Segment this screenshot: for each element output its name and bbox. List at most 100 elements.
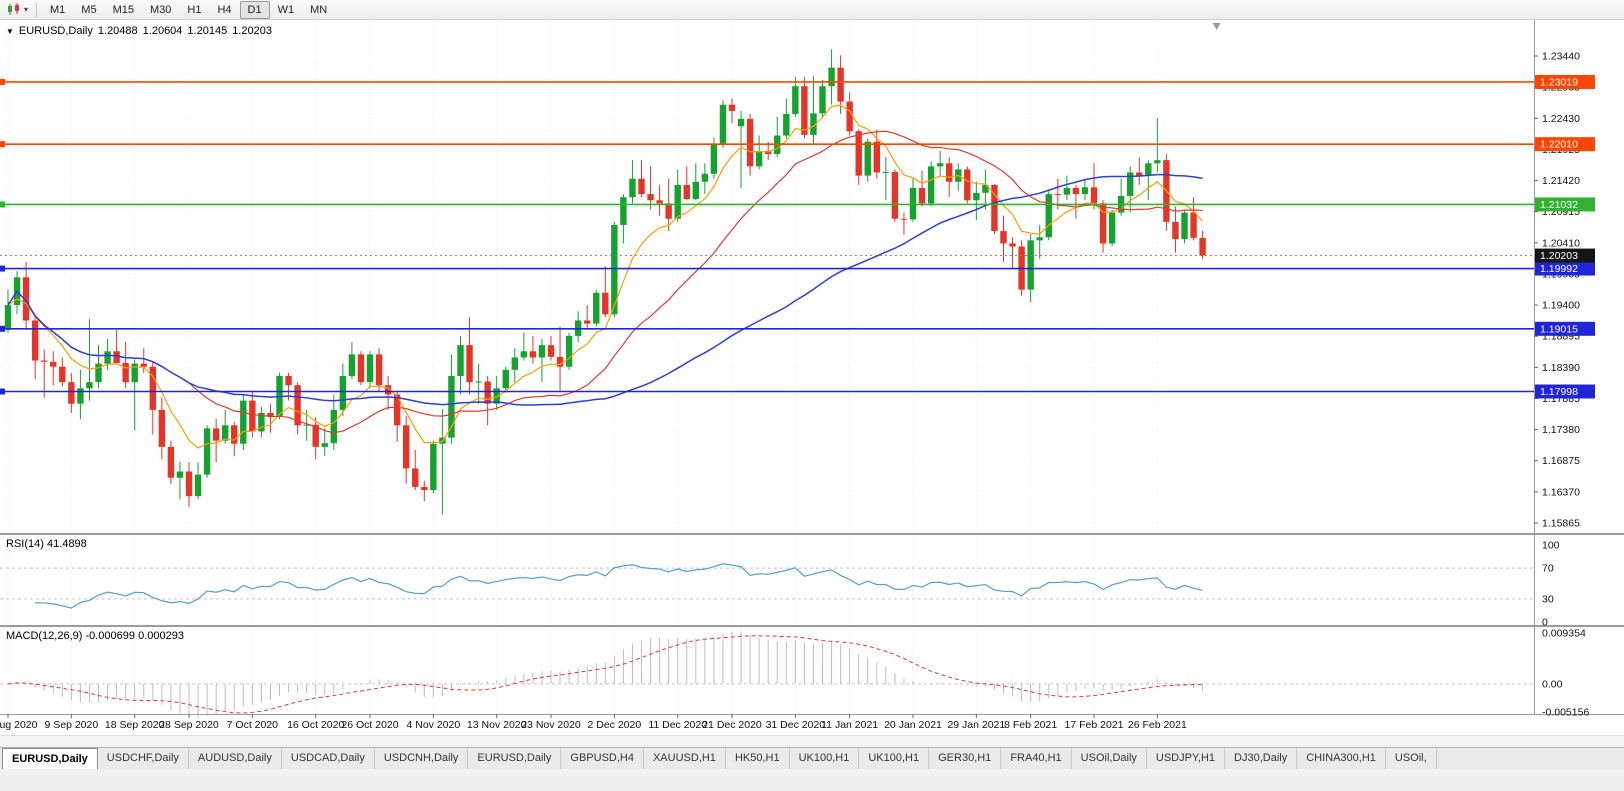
candle bbox=[68, 382, 75, 404]
chart-tab-usoil-daily[interactable]: USOil,Daily bbox=[1072, 748, 1147, 769]
ma-line-55 bbox=[7, 173, 1203, 406]
candle bbox=[95, 363, 102, 383]
candle bbox=[547, 345, 555, 357]
candle bbox=[692, 181, 699, 200]
candle bbox=[611, 224, 618, 315]
chart-tab-china300-h1[interactable]: CHINA300,H1 bbox=[1297, 748, 1386, 769]
candle bbox=[31, 320, 39, 361]
candle bbox=[556, 356, 564, 367]
macd-signal-line bbox=[7, 635, 1203, 714]
chart-tab-dj30-daily[interactable]: DJ30,Daily bbox=[1225, 748, 1298, 769]
candle bbox=[982, 184, 989, 193]
candle bbox=[909, 187, 917, 220]
timeframe-button-m1[interactable]: M1 bbox=[50, 3, 66, 16]
chart-tab-eurusd-daily[interactable]: EURUSD,Daily bbox=[468, 748, 562, 769]
chart-type-dropdown-icon[interactable]: ▾ bbox=[24, 5, 29, 14]
chart-tab-usdchf-daily[interactable]: USDCHF,Daily bbox=[98, 748, 189, 769]
candle bbox=[511, 357, 518, 370]
candle bbox=[1190, 212, 1197, 238]
candle bbox=[584, 320, 591, 324]
low-value: 1.20145 bbox=[187, 25, 228, 37]
chart-tab-bar: EURUSD,Daily USDCHF,Daily AUDUSD,Daily USDC… bbox=[0, 747, 1624, 769]
candle bbox=[837, 67, 844, 102]
candle bbox=[1009, 243, 1016, 247]
chart-tab-usoil-[interactable]: USOil, bbox=[1386, 748, 1437, 769]
candle bbox=[1181, 212, 1188, 240]
chart-tab-audusd-daily[interactable]: AUDUSD,Daily bbox=[189, 748, 282, 769]
candle bbox=[1145, 163, 1152, 176]
svg-text:1.16370: 1.16370 bbox=[1542, 486, 1580, 498]
svg-text:0.00: 0.00 bbox=[1542, 678, 1563, 690]
timeframe-button-w1[interactable]: W1 bbox=[277, 3, 295, 16]
chart-type-icon[interactable] bbox=[4, 2, 24, 18]
high-value: 1.20604 bbox=[142, 25, 183, 37]
candle bbox=[629, 178, 636, 198]
candle bbox=[918, 187, 926, 204]
candle bbox=[1081, 187, 1089, 195]
candle bbox=[882, 171, 890, 173]
chart-tab-usdcnh-daily[interactable]: USDCNH,Daily bbox=[375, 748, 469, 769]
price-level-badge: 1.19992 bbox=[1540, 263, 1578, 275]
chart-tab-usdjpy-h1[interactable]: USDJPY,H1 bbox=[1147, 748, 1226, 769]
svg-text:1.18390: 1.18390 bbox=[1542, 362, 1580, 374]
price-scale[interactable]: 1.234401.229351.224301.219251.214201.209… bbox=[1534, 20, 1589, 719]
right-shift-marker[interactable] bbox=[1212, 23, 1221, 30]
candle bbox=[946, 163, 953, 182]
chart-tab-fra40-h1[interactable]: FRA40,H1 bbox=[1001, 748, 1072, 769]
timeframe-button-m30[interactable]: M30 bbox=[149, 3, 172, 16]
price-levels bbox=[0, 78, 1534, 395]
toolbar-separator bbox=[36, 2, 38, 17]
svg-text:30: 30 bbox=[1542, 593, 1554, 605]
chart-tab-gbpusd-h4[interactable]: GBPUSD,H4 bbox=[561, 748, 644, 769]
candle bbox=[22, 277, 30, 321]
candle bbox=[430, 443, 437, 491]
candle bbox=[59, 366, 66, 383]
candle bbox=[647, 194, 654, 201]
pane-separators[interactable] bbox=[0, 533, 1624, 715]
svg-text:1.16875: 1.16875 bbox=[1542, 455, 1580, 467]
time-axis-label: 16 Oct 2020 bbox=[287, 719, 344, 731]
timeframe-button-m15[interactable]: M15 bbox=[112, 3, 134, 16]
candle bbox=[176, 471, 184, 478]
time-axis-label: 26 Oct 2020 bbox=[341, 719, 398, 731]
chart-canvas[interactable]: 1.234401.229351.224301.219251.214201.209… bbox=[0, 20, 1624, 735]
candle bbox=[267, 412, 274, 417]
price-level-badge: 1.20203 bbox=[1540, 250, 1578, 262]
candle bbox=[783, 113, 790, 136]
time-axis-label: 18 Sep 2020 bbox=[105, 719, 165, 731]
collapse-arrow-icon[interactable]: ▼ bbox=[6, 26, 14, 36]
candle bbox=[710, 144, 718, 174]
chart-tab-uk100-h1[interactable]: UK100,H1 bbox=[859, 748, 930, 769]
timeframe-button-h4[interactable]: H4 bbox=[217, 3, 232, 16]
chart-tab-usdcad-daily[interactable]: USDCAD,Daily bbox=[282, 748, 375, 769]
time-axis-label: 9 Sep 2020 bbox=[44, 719, 98, 731]
chart-background bbox=[0, 20, 1624, 735]
candle bbox=[167, 446, 175, 478]
chart-tab-eurusd-daily[interactable]: EURUSD,Daily bbox=[2, 748, 98, 769]
candle bbox=[728, 104, 736, 111]
timeframe-button-m5[interactable]: M5 bbox=[81, 3, 97, 16]
timeframe-button-d1[interactable]: D1 bbox=[239, 0, 270, 19]
candle bbox=[900, 218, 908, 220]
candle bbox=[222, 425, 229, 441]
chart-area[interactable]: 1.234401.229351.224301.219251.214201.209… bbox=[0, 20, 1624, 735]
time-axis-label: 23 Nov 2020 bbox=[521, 719, 581, 731]
chart-tab-uk100-h1[interactable]: UK100,H1 bbox=[790, 748, 860, 769]
time-axis-label: 7 Oct 2020 bbox=[227, 719, 279, 731]
candle bbox=[294, 385, 301, 426]
candle bbox=[746, 118, 754, 167]
candle bbox=[828, 67, 835, 87]
candle bbox=[131, 363, 138, 383]
horizontal-scrollbar[interactable] bbox=[0, 735, 1624, 747]
chart-tab-xauusd-h1[interactable]: XAUUSD,H1 bbox=[644, 748, 726, 769]
candle bbox=[321, 443, 328, 447]
timeframe-button-h1[interactable]: H1 bbox=[187, 3, 202, 16]
chart-tab-hk50-h1[interactable]: HK50,H1 bbox=[726, 748, 790, 769]
chart-tab-ger30-h1[interactable]: GER30,H1 bbox=[929, 748, 1002, 769]
candle bbox=[466, 345, 473, 383]
timeframe-button-mn[interactable]: MN bbox=[310, 3, 328, 16]
candle bbox=[194, 474, 202, 497]
price-level-badge: 1.19015 bbox=[1540, 323, 1578, 335]
